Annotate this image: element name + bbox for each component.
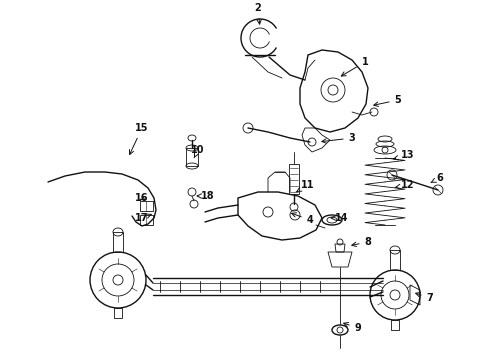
- Text: 2: 2: [255, 3, 261, 24]
- Text: 11: 11: [296, 180, 315, 192]
- Text: 14: 14: [331, 213, 349, 223]
- Text: 1: 1: [342, 57, 368, 76]
- Text: 17: 17: [135, 213, 151, 223]
- Text: 7: 7: [416, 293, 433, 303]
- Text: 16: 16: [135, 193, 149, 203]
- Text: 15: 15: [129, 123, 149, 154]
- Text: 12: 12: [395, 180, 415, 190]
- Text: 13: 13: [394, 150, 415, 160]
- Text: 5: 5: [374, 95, 401, 107]
- Text: 10: 10: [191, 145, 205, 158]
- Text: 9: 9: [343, 323, 361, 333]
- Text: 4: 4: [292, 213, 314, 225]
- Text: 18: 18: [197, 191, 215, 201]
- Text: 6: 6: [431, 173, 443, 183]
- Text: 8: 8: [352, 237, 371, 247]
- Text: 3: 3: [322, 133, 355, 143]
